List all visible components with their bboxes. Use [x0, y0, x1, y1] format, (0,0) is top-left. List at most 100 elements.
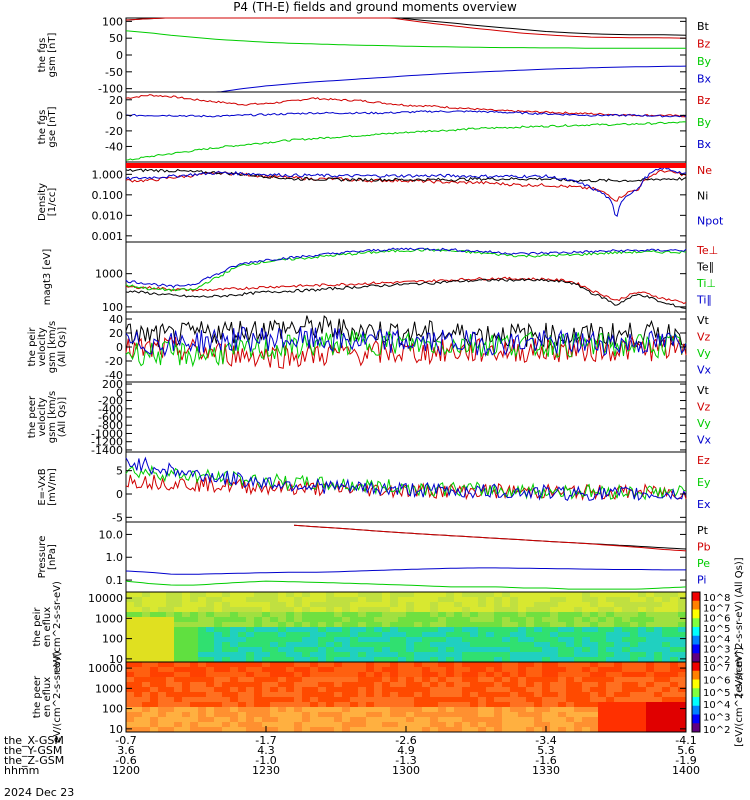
spectrogram-cell — [598, 602, 607, 608]
spectrogram-cell — [294, 637, 303, 643]
spectrogram-cell — [550, 672, 559, 678]
spectrogram-cell — [606, 597, 615, 603]
spectrogram-cell — [630, 682, 639, 688]
spectrogram-cell — [566, 592, 575, 598]
spectrogram-cell — [662, 667, 671, 673]
spectrogram-cell — [334, 622, 343, 628]
spectrogram-cell — [326, 652, 335, 658]
spectrogram-cell — [518, 647, 527, 653]
spectrogram-cell — [158, 727, 167, 733]
spectrogram-cell — [646, 662, 655, 668]
spectrogram-cell — [582, 637, 591, 643]
spectrogram-cell — [334, 722, 343, 728]
spectrogram-cell — [358, 687, 367, 693]
spectrogram-cell — [622, 597, 631, 603]
spectrogram-cell — [334, 627, 343, 633]
spectrogram-cell — [654, 612, 663, 618]
spectrogram-cell — [206, 622, 215, 628]
spectrogram-cell — [230, 652, 239, 658]
spectrogram-cell — [574, 712, 583, 718]
spectrogram-cell — [598, 672, 607, 678]
spectrogram-cell — [294, 632, 303, 638]
spectrogram-cell — [622, 642, 631, 648]
spectrogram-cell — [262, 647, 271, 653]
spectrogram-cell — [326, 692, 335, 698]
legend-Npot: Npot — [697, 215, 724, 228]
spectrogram-cell — [230, 602, 239, 608]
spectrogram-cell — [494, 687, 503, 693]
spectrogram-cell — [590, 697, 599, 703]
colorbar-band — [692, 714, 700, 724]
spectrogram-cell — [574, 727, 583, 733]
spectrogram-cell — [638, 642, 647, 648]
spectrogram-cell — [646, 627, 655, 633]
y-tick-label: 1000 — [95, 268, 123, 281]
spectrogram-cell — [286, 617, 295, 623]
spectrogram-cell — [126, 657, 135, 663]
spectrogram-cell — [382, 612, 391, 618]
spectrogram-cell — [222, 717, 231, 723]
spectrogram-cell — [126, 667, 135, 673]
spectrogram-cell — [190, 722, 199, 728]
spectrogram-cell — [358, 617, 367, 623]
spectrogram-cell — [350, 607, 359, 613]
spectrogram-cell — [654, 652, 663, 658]
spectrogram-cell — [566, 607, 575, 613]
spectrogram-cell — [470, 717, 479, 723]
spectrogram-cell — [214, 597, 223, 603]
spectrogram-cell — [662, 672, 671, 678]
spectrogram-cell — [206, 672, 215, 678]
spectrogram-cell — [166, 682, 175, 688]
spectrogram-cell — [574, 702, 583, 708]
spectrogram-cell — [374, 617, 383, 623]
spectrogram-cell — [398, 602, 407, 608]
spectrogram-cell — [302, 597, 311, 603]
spectrogram-cell — [526, 692, 535, 698]
spectrogram-cell — [502, 692, 511, 698]
spectrogram-cell — [438, 592, 447, 598]
spectrogram-cell — [358, 607, 367, 613]
spectrogram-cell — [534, 727, 543, 733]
spectrogram-cell — [182, 707, 191, 713]
colorbar-band — [692, 670, 700, 680]
spectrogram-cell — [294, 642, 303, 648]
spectrogram-cell — [542, 722, 551, 728]
spectrogram-cell — [574, 622, 583, 628]
spectrogram-cell — [206, 682, 215, 688]
spectrogram-cell — [590, 677, 599, 683]
panel-frame — [125, 91, 687, 163]
spectrogram-cell — [142, 627, 151, 633]
spectrogram-cell — [382, 692, 391, 698]
spectrogram-cell — [542, 657, 551, 663]
spectrogram-cell — [382, 662, 391, 668]
spectrogram-cell — [230, 667, 239, 673]
spectrogram-cell — [294, 662, 303, 668]
spectrogram-cell — [158, 662, 167, 668]
spectrogram-cell — [358, 662, 367, 668]
spectrogram-cell — [278, 602, 287, 608]
spectrogram-cell — [326, 602, 335, 608]
spectrogram-cell — [406, 682, 415, 688]
spectrogram-cell — [246, 677, 255, 683]
spectrogram-cell — [150, 617, 159, 623]
spectrogram-cell — [182, 712, 191, 718]
spectrogram-cell — [182, 717, 191, 723]
spectrogram-cell — [158, 597, 167, 603]
spectrogram-cell — [222, 707, 231, 713]
spectrogram-cell — [550, 622, 559, 628]
spectrogram-cell — [438, 672, 447, 678]
spectrogram-cell — [438, 627, 447, 633]
spectrogram-cell — [238, 722, 247, 728]
spectrogram-cell — [270, 692, 279, 698]
spectrogram-cell — [518, 597, 527, 603]
spectrogram-cell — [462, 652, 471, 658]
spectrogram-cell — [414, 627, 423, 633]
spectrogram-cell — [646, 592, 655, 598]
spectrogram-cell — [174, 662, 183, 668]
spectrogram-cell — [246, 592, 255, 598]
spectrogram-cell — [606, 712, 615, 718]
spectrogram-cell — [390, 662, 399, 668]
spectrogram-cell — [430, 607, 439, 613]
spectrogram-cell — [126, 707, 135, 713]
spectrogram-cell — [558, 652, 567, 658]
